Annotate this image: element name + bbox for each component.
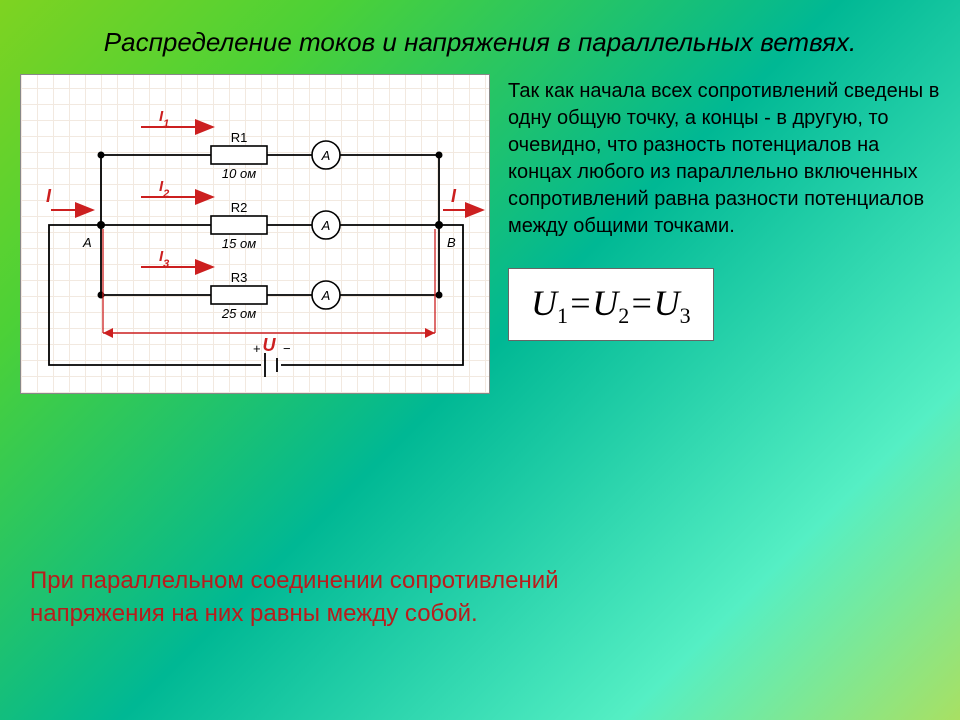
- svg-text:U: U: [263, 335, 277, 355]
- svg-text:25 ом: 25 ом: [221, 306, 256, 321]
- svg-text:A: A: [321, 288, 331, 303]
- svg-text:R3: R3: [231, 270, 248, 285]
- circuit-diagram: +−AR110 омI1AR215 омI2AR325 омI3ABIIU: [21, 75, 491, 395]
- bottom-line-2: напряжения на них равны между собой.: [30, 598, 930, 630]
- svg-text:B: B: [447, 235, 456, 250]
- explanation-text: Так как начала всех сопротивлений сведен…: [508, 78, 940, 240]
- content-row: +−AR110 омI1AR215 омI2AR325 омI3ABIIU Та…: [0, 74, 960, 394]
- bottom-line-1: При параллельном соединении сопротивлени…: [30, 565, 930, 597]
- svg-text:−: −: [283, 341, 291, 356]
- svg-text:A: A: [82, 235, 92, 250]
- page-title: Распределение токов и напряжения в парал…: [0, 0, 960, 74]
- formula-box: U1=U2=U3: [508, 268, 714, 342]
- svg-text:A: A: [321, 148, 331, 163]
- svg-text:A: A: [321, 218, 331, 233]
- svg-text:+: +: [253, 341, 261, 356]
- svg-text:10 ом: 10 ом: [222, 166, 256, 181]
- explanation-block: Так как начала всех сопротивлений сведен…: [508, 74, 940, 394]
- svg-text:R1: R1: [231, 130, 248, 145]
- circuit-panel: +−AR110 омI1AR215 омI2AR325 омI3ABIIU: [20, 74, 490, 394]
- svg-text:I: I: [451, 186, 457, 206]
- svg-text:I: I: [46, 186, 52, 206]
- svg-text:15 ом: 15 ом: [222, 236, 256, 251]
- svg-text:R2: R2: [231, 200, 248, 215]
- bottom-text: При параллельном соединении сопротивлени…: [30, 565, 930, 630]
